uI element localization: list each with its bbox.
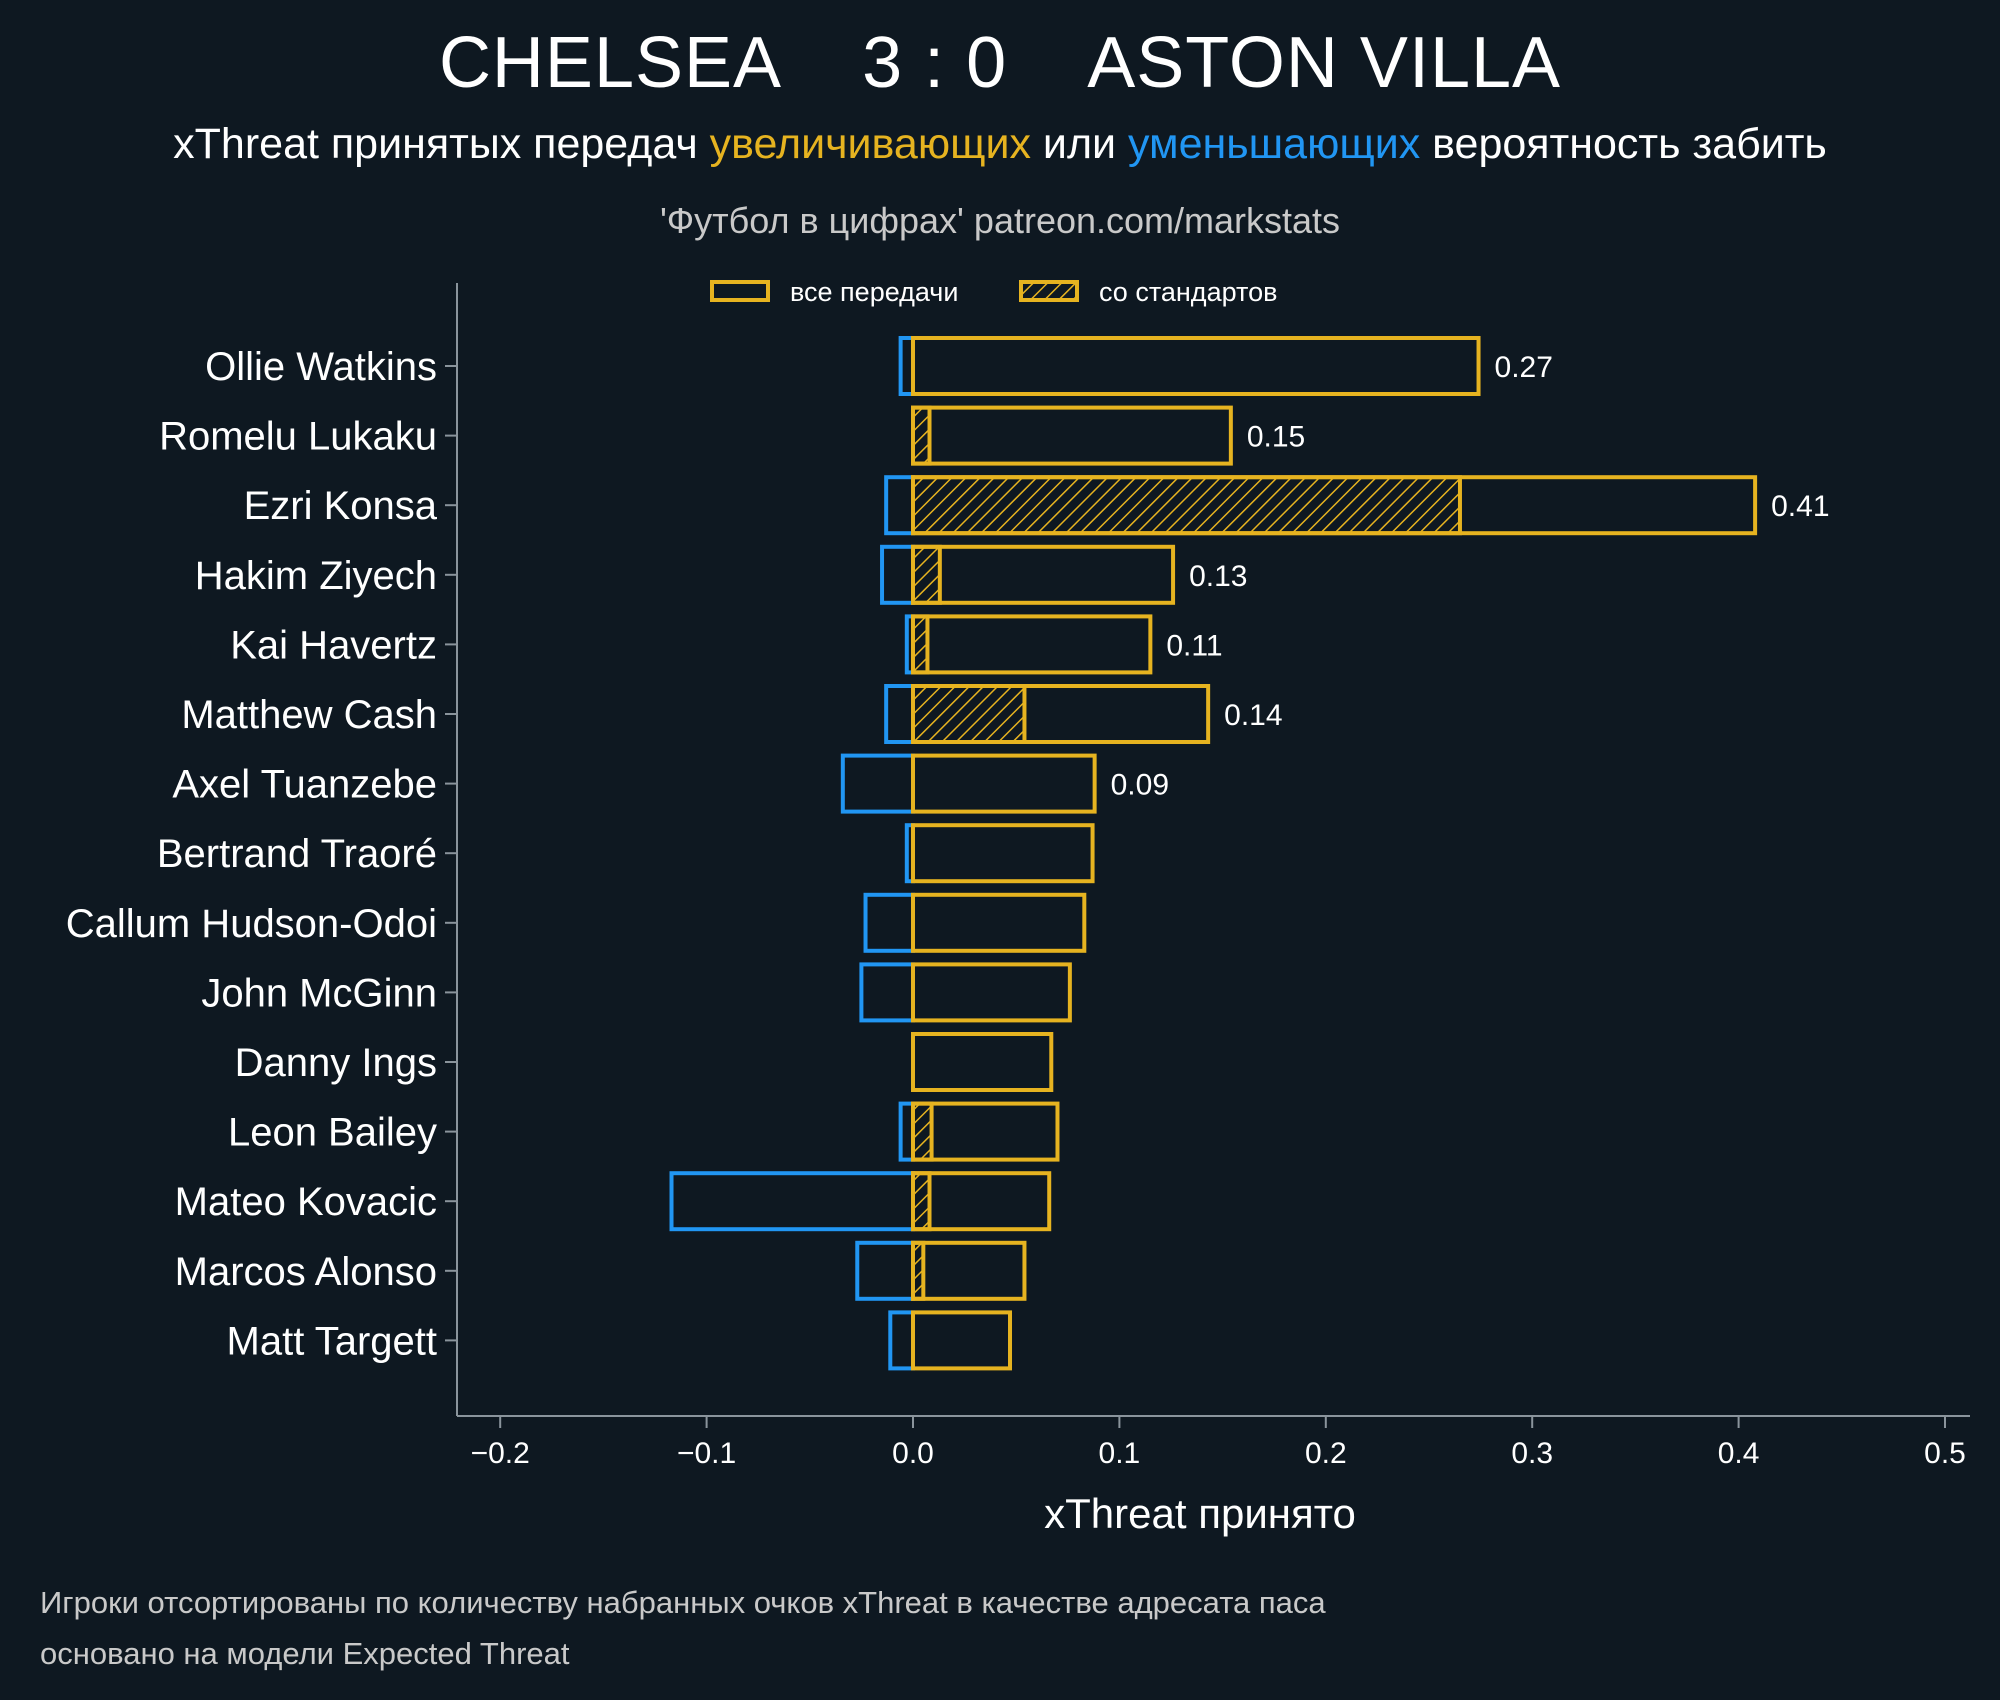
- away-team: ASTON VILLA: [1087, 23, 1562, 103]
- source-credit: 'Футбол в цифрах' patreon.com/markstats: [659, 200, 1341, 241]
- positive-bar: [911, 1101, 1060, 1162]
- player-label: Callum Hudson-Odoi: [66, 902, 437, 946]
- positive-bar: [911, 405, 1233, 466]
- negative-bar: [888, 1310, 916, 1371]
- x-tick-label: 0.2: [1305, 1437, 1347, 1470]
- negative-bar: [884, 684, 916, 744]
- positive-bar: [911, 823, 1095, 884]
- x-tick-label: 0.1: [1099, 1437, 1141, 1470]
- set-piece-bar: [911, 544, 942, 605]
- legend-all-passes-label: все передачи: [790, 277, 958, 307]
- legend-all-passes-swatch: [710, 280, 770, 302]
- player-label: Mateo Kovacic: [175, 1180, 437, 1224]
- positive-bar: [911, 1310, 1013, 1371]
- negative-bar: [840, 753, 915, 814]
- value-label: 0.41: [1771, 490, 1829, 523]
- positive-bar: [911, 614, 1153, 675]
- value-label: 0.09: [1111, 769, 1169, 802]
- player-label: Kai Havertz: [230, 623, 437, 667]
- match-score: 3 : 0: [862, 23, 1008, 103]
- player-label: John McGinn: [201, 971, 437, 1015]
- x-tick-label: −0.1: [677, 1437, 736, 1470]
- subtitle-part3: вероятность забить: [1420, 120, 1827, 168]
- positive-bar: [911, 1240, 1027, 1301]
- legend-set-pieces-label: со стандартов: [1099, 277, 1277, 307]
- subtitle-increase: увеличивающих: [709, 120, 1031, 168]
- player-label: Hakim Ziyech: [195, 554, 437, 598]
- set-piece-bar: [911, 614, 930, 675]
- subtitle-part2: или: [1030, 120, 1129, 168]
- player-label: Bertrand Traoré: [157, 832, 437, 876]
- player-label: Romelu Lukaku: [159, 415, 437, 459]
- value-label: 0.13: [1189, 560, 1247, 593]
- positive-bar: [911, 684, 1211, 744]
- positive-bar: [911, 962, 1072, 1023]
- player-label: Ollie Watkins: [205, 345, 437, 389]
- value-label: 0.11: [1166, 629, 1222, 662]
- positive-bar: [911, 753, 1097, 814]
- x-tick-label: 0.3: [1511, 1437, 1553, 1470]
- set-piece-bar: [911, 684, 1027, 744]
- player-label: Matt Targett: [227, 1319, 437, 1363]
- set-piece-bar: [911, 405, 932, 466]
- player-label: Matthew Cash: [181, 693, 437, 737]
- set-piece-bar: [911, 1101, 934, 1162]
- legend-set-pieces-swatch: [1019, 280, 1079, 302]
- positive-bar: [911, 1171, 1052, 1232]
- negative-bar: [669, 1171, 916, 1232]
- set-piece-bar: [911, 475, 1462, 536]
- value-label: 0.15: [1247, 421, 1305, 454]
- x-axis-label: xThreat принято: [1044, 1490, 1356, 1537]
- value-label: 0.14: [1224, 699, 1282, 732]
- footnote-line1: Игроки отсортированы по количеству набра…: [40, 1585, 1326, 1620]
- chart-subtitle: xThreat принятых передач увеличивающих и…: [0, 120, 2000, 169]
- positive-bar: [911, 892, 1087, 953]
- negative-bar: [855, 1240, 915, 1301]
- positive-bar: [911, 475, 1758, 536]
- footnote-line2: основано на модели Expected Threat: [40, 1636, 570, 1671]
- negative-bar: [863, 892, 916, 953]
- negative-bar: [884, 475, 916, 536]
- value-label: 0.27: [1495, 351, 1553, 384]
- set-piece-bar: [911, 1171, 932, 1232]
- x-tick-label: 0.4: [1718, 1437, 1760, 1470]
- player-label: Leon Bailey: [228, 1111, 437, 1155]
- player-label: Ezri Konsa: [244, 484, 438, 528]
- player-label: Axel Tuanzebe: [172, 763, 437, 807]
- negative-bar: [859, 962, 916, 1023]
- x-tick-label: −0.2: [471, 1437, 530, 1470]
- subtitle-decrease: уменьшающих: [1128, 120, 1421, 168]
- x-tick-label: 0.5: [1924, 1437, 1966, 1470]
- positive-bar: [911, 1032, 1054, 1092]
- negative-bar: [880, 544, 915, 605]
- player-label: Marcos Alonso: [175, 1250, 437, 1294]
- subtitle-part1: xThreat принятых передач: [173, 120, 710, 168]
- positive-bar: [911, 544, 1176, 605]
- match-title: CHELSEA 3 : 0 ASTON VILLA: [0, 22, 2000, 104]
- player-label: Danny Ings: [235, 1041, 437, 1085]
- x-tick-label: 0.0: [892, 1437, 934, 1470]
- home-team: CHELSEA: [438, 23, 783, 103]
- positive-bar: [911, 336, 1481, 396]
